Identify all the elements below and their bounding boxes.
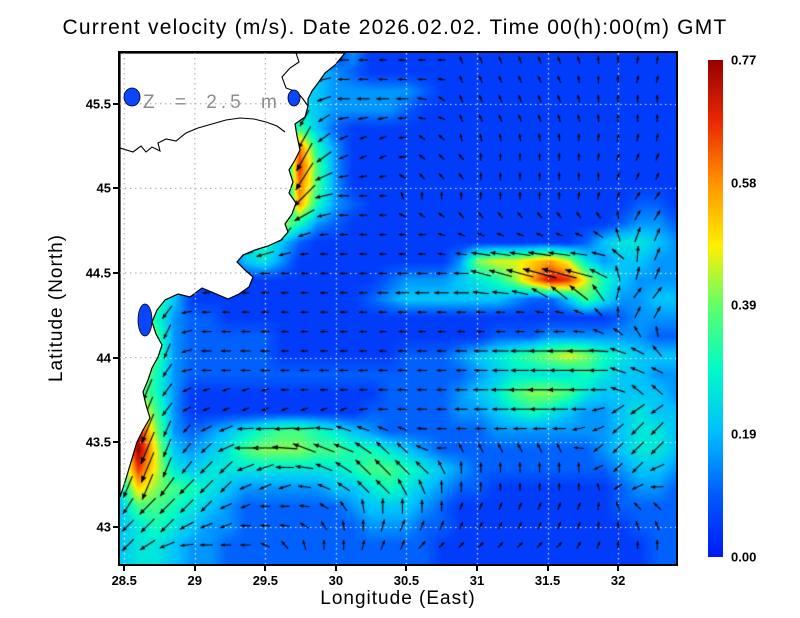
coastline-land-layer	[120, 53, 346, 498]
inner-shoreline	[120, 117, 286, 153]
delta-inlet-shoreline	[281, 53, 309, 107]
y-tick-mark	[113, 187, 119, 190]
x-tick-label: 29	[187, 573, 203, 588]
y-tick-mark	[113, 356, 119, 359]
x-tick-label: 28.5	[111, 573, 137, 588]
y-axis-label: Latitude (North)	[46, 233, 67, 383]
y-tick-mark	[113, 525, 119, 528]
x-tick-label: 31	[469, 573, 485, 588]
x-tick-label: 31.5	[534, 573, 561, 588]
x-tick-mark	[617, 565, 620, 571]
x-tick-label: 30.5	[393, 573, 420, 588]
x-tick-mark	[476, 565, 479, 571]
x-tick-mark	[334, 565, 337, 571]
colorbar-label: 0.77	[731, 52, 757, 68]
y-tick-mark	[113, 441, 119, 444]
x-axis-label: Longitude (East)	[320, 588, 476, 609]
y-tick-label: 43	[96, 519, 111, 535]
y-tick-label: 44.5	[85, 265, 111, 281]
y-tick-label: 45	[96, 180, 111, 196]
y-tick-label: 44	[96, 350, 111, 366]
x-tick-mark	[546, 565, 549, 571]
coastal-lagoon	[287, 89, 301, 107]
chart-title: Current velocity (m/s). Date 2026.02.02.…	[62, 16, 728, 39]
depth-annotation: Z = 2.5 m	[143, 92, 281, 113]
colorbar-label: 0.19	[731, 426, 757, 442]
colorbar-label: 0.00	[731, 549, 757, 565]
coastal-lagoon	[137, 303, 153, 337]
colorbar-label: 0.58	[731, 175, 757, 191]
x-tick-mark	[123, 565, 126, 571]
x-tick-label: 29.5	[252, 573, 278, 588]
y-tick-mark	[113, 102, 119, 105]
y-tick-label: 43.5	[85, 434, 111, 450]
x-tick-mark	[193, 565, 196, 571]
y-tick-label: 45.5	[85, 96, 111, 112]
x-tick-label: 30	[328, 573, 344, 588]
y-tick-mark	[113, 271, 119, 274]
colorbar-label: 0.39	[731, 297, 757, 313]
x-tick-label: 32	[610, 573, 626, 588]
x-tick-mark	[405, 565, 408, 571]
coastal-lagoon	[123, 87, 141, 107]
colorbar	[708, 60, 723, 557]
x-tick-mark	[264, 565, 267, 571]
land-mass	[120, 53, 346, 498]
